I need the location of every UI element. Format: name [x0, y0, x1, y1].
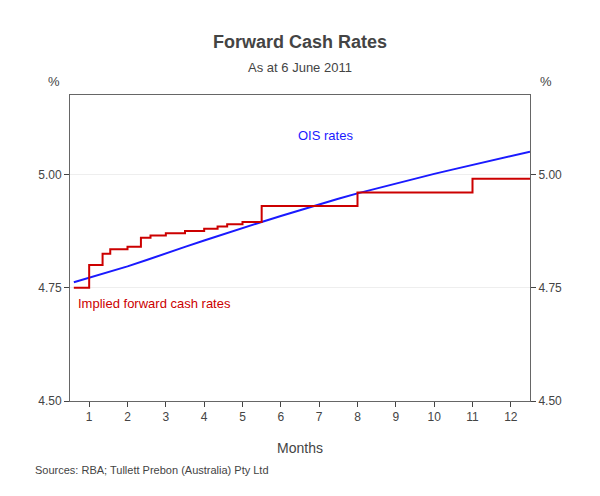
svg-text:Implied forward cash rates: Implied forward cash rates — [78, 296, 231, 311]
svg-text:5.00: 5.00 — [38, 168, 62, 182]
svg-text:5: 5 — [239, 410, 246, 424]
svg-text:8: 8 — [354, 410, 361, 424]
svg-text:4.50: 4.50 — [38, 394, 62, 408]
svg-text:4.75: 4.75 — [538, 281, 562, 295]
svg-text:1: 1 — [86, 410, 93, 424]
svg-text:5.00: 5.00 — [538, 168, 562, 182]
svg-text:2: 2 — [124, 410, 131, 424]
svg-text:Months: Months — [277, 440, 323, 456]
svg-text:Sources: RBA; Tullett Prebon (: Sources: RBA; Tullett Prebon (Australia)… — [35, 464, 269, 476]
svg-text:%: % — [540, 74, 552, 89]
svg-text:12: 12 — [504, 410, 518, 424]
svg-text:7: 7 — [316, 410, 323, 424]
svg-text:3: 3 — [162, 410, 169, 424]
svg-text:11: 11 — [466, 410, 479, 424]
svg-text:4.50: 4.50 — [538, 394, 562, 408]
svg-text:As at 6 June 2011: As at 6 June 2011 — [248, 60, 352, 75]
svg-text:OIS rates: OIS rates — [298, 128, 353, 143]
svg-text:9: 9 — [392, 410, 399, 424]
svg-text:4.75: 4.75 — [38, 281, 62, 295]
svg-text:%: % — [48, 74, 60, 89]
svg-text:4: 4 — [201, 410, 208, 424]
svg-text:6: 6 — [277, 410, 284, 424]
svg-text:Forward Cash Rates: Forward Cash Rates — [213, 32, 387, 52]
svg-text:10: 10 — [427, 410, 441, 424]
